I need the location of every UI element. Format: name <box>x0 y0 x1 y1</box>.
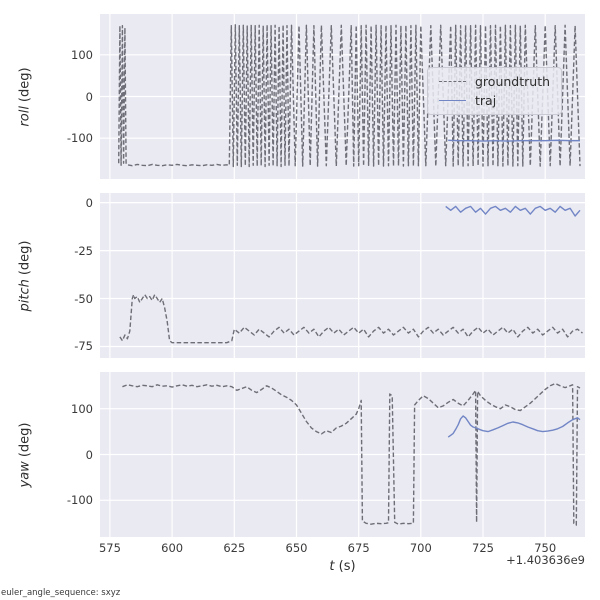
x-tick-label: 600 <box>161 541 184 555</box>
y-tick-label: -50 <box>74 291 93 306</box>
y-tick-label: -100 <box>66 131 93 146</box>
plot-background <box>100 193 585 358</box>
series-traj-line <box>447 415 581 438</box>
legend-entry-traj: traj <box>439 93 550 108</box>
pitch-plot-canvas <box>100 193 585 358</box>
legend-label-groundtruth: groundtruth <box>475 74 551 89</box>
x-axis-offset-text: +1.403636e9 <box>506 553 585 567</box>
y-tick-label: -25 <box>74 243 93 258</box>
y-tick-label: 0 <box>85 447 93 462</box>
x-axis-label-var: t <box>329 559 335 574</box>
y-tick-label: 0 <box>85 89 93 104</box>
yaw-axis-label-unit: (deg) <box>17 422 33 457</box>
yaw-ytick-labels: 100 0 -100 <box>45 372 100 537</box>
y-tick-label: 100 <box>71 401 93 416</box>
x-axis-label-unit: (s) <box>338 559 356 574</box>
pitch-axis-label: pitch (deg) <box>12 193 38 358</box>
yaw-axis-label: yaw (deg) <box>12 372 38 537</box>
roll-ytick-labels: 100 0 -100 <box>45 14 100 179</box>
subplot-pitch: pitch (deg) 0 -25 -50 -75 <box>18 193 585 358</box>
yaw-plot-canvas <box>100 372 585 537</box>
series-traj-line <box>448 139 580 142</box>
traj-line-sample-icon <box>439 100 466 101</box>
x-tick-label: 625 <box>223 541 246 555</box>
roll-axis-label-unit: (deg) <box>17 66 33 102</box>
x-tick-label: 725 <box>472 541 494 555</box>
legend-label-traj: traj <box>475 93 497 108</box>
pitch-axis-label-var: pitch <box>17 278 33 312</box>
roll-axis-label-var: roll <box>17 105 33 127</box>
x-tick-label: 700 <box>409 541 432 555</box>
pitch-ytick-labels: 0 -25 -50 -75 <box>45 193 100 358</box>
pitch-axis-label-unit: (deg) <box>17 239 33 275</box>
series-groundtruth-line <box>119 293 583 344</box>
series-traj-line <box>445 205 581 217</box>
y-tick-label: -75 <box>74 339 93 354</box>
legend: groundtruth traj <box>427 67 563 115</box>
y-tick-label: 100 <box>71 47 93 62</box>
y-tick-label: -100 <box>66 493 93 508</box>
x-axis-label: t (s) <box>100 559 585 574</box>
x-tick-label: 575 <box>98 541 121 555</box>
y-tick-label: 0 <box>85 195 93 210</box>
groundtruth-line-sample-icon <box>439 81 466 82</box>
x-tick-label: 675 <box>347 541 370 555</box>
euler-sequence-note: euler_angle_sequence: sxyz <box>1 588 121 598</box>
x-tick-label: 650 <box>285 541 308 555</box>
x-tick-label: 750 <box>534 541 557 555</box>
subplot-yaw: yaw (deg) 100 0 -100 <box>18 372 585 537</box>
legend-entry-groundtruth: groundtruth <box>439 74 550 89</box>
yaw-axis-label-var: yaw <box>17 460 33 487</box>
roll-axis-label: roll (deg) <box>12 14 38 179</box>
x-tick-labels: 575 600 625 650 675 700 725 750 <box>98 541 585 557</box>
